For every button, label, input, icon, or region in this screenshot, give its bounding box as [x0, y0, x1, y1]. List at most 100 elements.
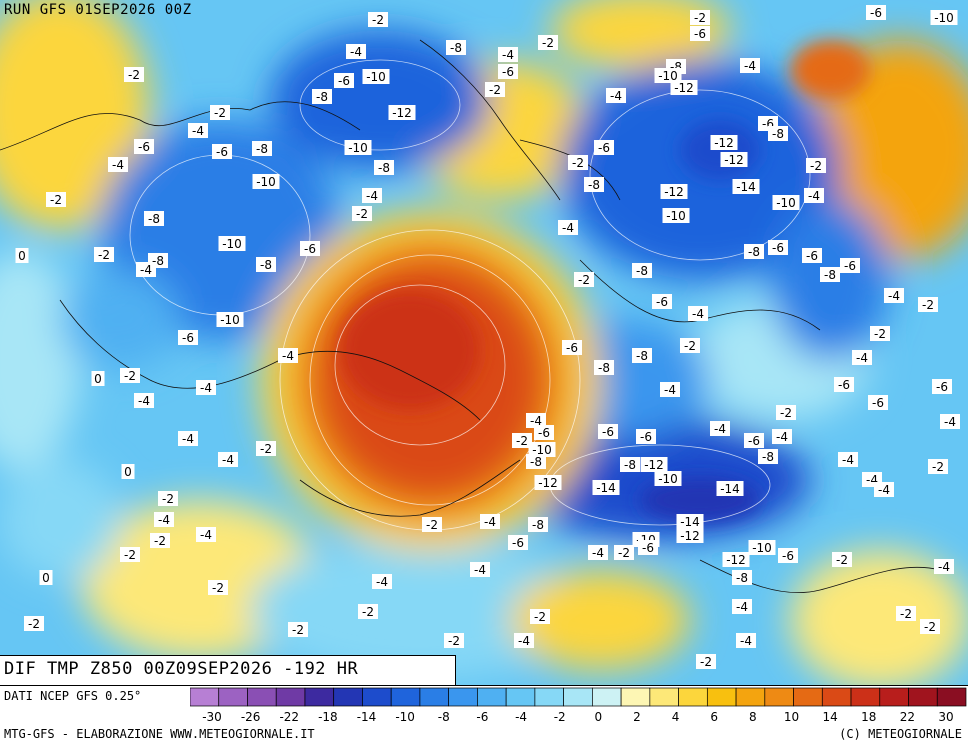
run-title: RUN GFS 01SEP2026 00Z — [4, 2, 192, 18]
contour-label-box — [334, 73, 354, 88]
contour-label-box — [312, 89, 332, 104]
contour-label: -8 — [824, 268, 836, 282]
legend-tick-label: -2 — [554, 710, 566, 724]
legend-tick-label: -22 — [279, 710, 299, 724]
contour-label-box — [676, 528, 704, 543]
contour-label: -2 — [572, 156, 584, 170]
contour-label-box — [39, 570, 53, 585]
legend-tick-label: 22 — [900, 710, 915, 724]
contour-label-box — [288, 622, 308, 637]
contour-label-box — [638, 540, 658, 555]
contour-label-box — [252, 141, 272, 156]
contour-label-box — [158, 491, 178, 506]
contour-label: -6 — [748, 434, 760, 448]
contour-label: -4 — [744, 59, 756, 73]
contour-label: -4 — [776, 430, 788, 444]
contour-label-box — [528, 517, 548, 532]
contour-label: -8 — [736, 571, 748, 585]
contour-label-box — [588, 545, 608, 560]
contour-label: -2 — [448, 634, 460, 648]
contour-label-box — [498, 47, 518, 62]
contour-label: -6 — [538, 426, 550, 440]
contour-label: -10 — [532, 443, 552, 457]
contour-label-box — [920, 619, 940, 634]
contour-label: -2 — [489, 83, 501, 97]
legend-tick-label: -26 — [241, 710, 261, 724]
contour-label: -10 — [752, 541, 772, 555]
contour-label: -6 — [694, 27, 706, 41]
contour-label: -6 — [640, 430, 652, 444]
contour-label: -6 — [512, 536, 524, 550]
contour-label-box — [620, 457, 640, 472]
contour-label: -4 — [808, 189, 820, 203]
contour-label: 0 — [94, 372, 102, 386]
contour-label-box — [534, 475, 562, 490]
contour-label: -2 — [932, 460, 944, 474]
contour-label-box — [732, 570, 752, 585]
legend-tick-label: -30 — [202, 710, 222, 724]
contour-label: -4 — [530, 414, 542, 428]
legend-swatch — [850, 687, 881, 707]
contour-label: -2 — [128, 68, 140, 82]
contour-label-box — [896, 606, 916, 621]
contour-label-box — [598, 424, 618, 439]
legend-swatch — [793, 687, 823, 707]
contour-label: -12 — [664, 185, 684, 199]
contour-label-box — [696, 654, 716, 669]
contour-label: -6 — [138, 140, 150, 154]
contour-label: -6 — [216, 145, 228, 159]
contour-label: -4 — [366, 189, 378, 203]
contour-label: -2 — [98, 248, 110, 262]
contour-label: 0 — [124, 465, 132, 479]
contour-label: -4 — [158, 513, 170, 527]
contour-label: -2 — [516, 434, 528, 448]
contour-value-labels: -2 -2 -6 -10-6-4 -8 -4-2-6 -4-8-10-2 -6 -10-2 -12… — [15, 5, 960, 669]
contour-label: -2 — [780, 406, 792, 420]
contour-label-box — [852, 350, 872, 365]
contour-label-box — [758, 449, 778, 464]
legend-tick-label: 2 — [633, 710, 641, 724]
contour-label-box — [368, 12, 388, 27]
legend-swatch — [879, 687, 909, 707]
contour-label-box — [832, 552, 852, 567]
contour-label-box — [884, 288, 904, 303]
contour-label-box — [530, 609, 550, 624]
contour-label-box — [820, 267, 840, 282]
contour-label-box — [120, 368, 140, 383]
contour-label-box — [736, 633, 756, 648]
contour-label: -4 — [282, 349, 294, 363]
contour-label-box — [748, 540, 776, 555]
contour-label-box — [594, 360, 614, 375]
contour-label: -8 — [152, 254, 164, 268]
contour-label: -2 — [694, 11, 706, 25]
contour-label: -8 — [670, 60, 682, 74]
contour-label: -2 — [426, 518, 438, 532]
contour-label-box — [528, 442, 556, 457]
legend-tick-label: 14 — [822, 710, 837, 724]
contour-label-box — [640, 457, 668, 472]
contour-label: -4 — [350, 45, 362, 59]
contour-label: -14 — [736, 180, 756, 194]
contour-label-box — [562, 340, 582, 355]
legend-tick-label: -18 — [318, 710, 338, 724]
contour-label-box — [594, 140, 614, 155]
contour-label-box — [940, 414, 960, 429]
contour-label: -4 — [878, 483, 890, 497]
contour-label: 0 — [18, 249, 26, 263]
contour-label-box — [372, 574, 392, 589]
contour-label: -4 — [736, 600, 748, 614]
legend-swatch — [735, 687, 766, 707]
contour-label: -6 — [782, 549, 794, 563]
contour-label-box — [732, 179, 760, 194]
credit-right: (C) METEOGIORNALE — [839, 727, 962, 741]
contour-label: -2 — [154, 534, 166, 548]
contour-label: -8 — [532, 518, 544, 532]
contour-label: -6 — [598, 141, 610, 155]
contour-label: -8 — [256, 142, 268, 156]
contour-label-box — [614, 545, 634, 560]
legend-swatch — [362, 687, 392, 707]
contour-label-box — [512, 433, 532, 448]
contour-label: -6 — [304, 242, 316, 256]
contour-label: -2 — [372, 13, 384, 27]
contour-label: -6 — [936, 380, 948, 394]
